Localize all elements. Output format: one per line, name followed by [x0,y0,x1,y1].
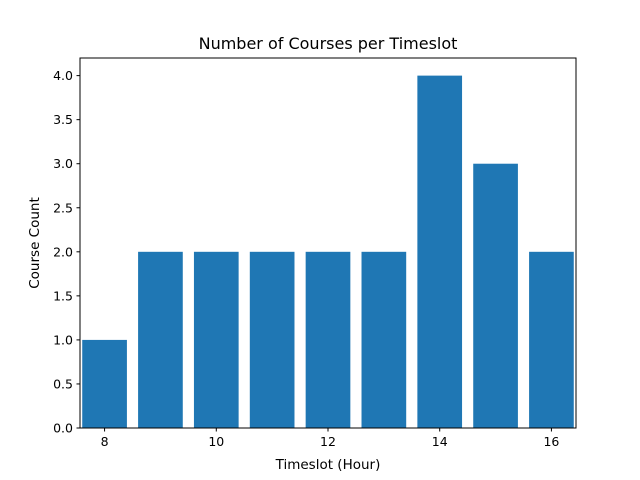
y-axis-label: Course Count [27,197,43,289]
bar-8 [82,339,127,428]
bar-11 [249,251,295,428]
bar-13 [361,251,407,428]
y-tick-label: 3.0 [53,156,73,171]
y-tick-label: 2.5 [53,200,73,215]
x-tick-label: 8 [101,434,109,449]
bar-16 [529,251,574,428]
x-tick-label: 12 [320,434,336,449]
y-tick-label: 1.5 [53,288,73,303]
bars-group [82,75,574,428]
y-axis-ticks: 0.0 0.5 1.0 1.5 2.0 2.5 3.0 3.5 4.0 [53,68,80,436]
bar-12 [305,251,351,428]
y-tick-label: 3.5 [53,112,73,127]
y-tick-label: 1.0 [53,332,73,347]
x-axis-ticks: 8 10 12 14 16 [101,428,559,449]
x-tick-label: 16 [543,434,559,449]
bar-10 [193,251,239,428]
y-tick-label: 0.0 [53,421,73,436]
x-tick-label: 14 [432,434,448,449]
y-tick-label: 0.5 [53,376,73,391]
chart-title: Number of Courses per Timeslot [199,34,458,53]
y-tick-label: 2.0 [53,244,73,259]
plot-frame [79,57,577,429]
y-tick-label: 4.0 [53,68,73,83]
bar-14 [417,75,463,428]
bar-9 [138,251,183,428]
x-tick-label: 10 [208,434,224,449]
x-axis-label: Timeslot (Hour) [275,457,381,473]
bar-15 [473,163,518,428]
